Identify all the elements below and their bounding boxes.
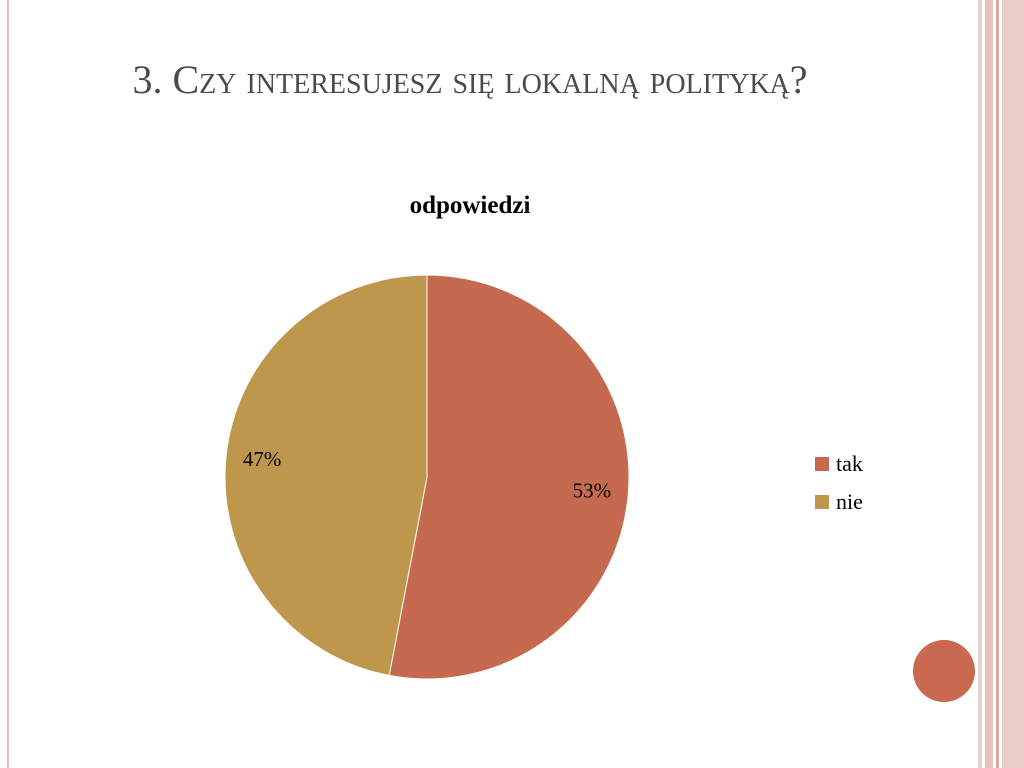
legend-item-nie: nie	[815, 483, 863, 521]
data-label-nie: 47%	[243, 447, 282, 471]
legend-label-tak: tak	[836, 451, 863, 476]
data-label-tak: 53%	[573, 478, 612, 502]
right-decorative-border	[978, 0, 1024, 768]
pie-slice-tak	[388, 274, 630, 680]
left-border-rule	[7, 0, 9, 768]
pie-slice-nie	[224, 274, 428, 677]
chart-title: odpowiedzi	[409, 192, 531, 219]
slide-title: 3. Czy interesujesz się lokalną polityką…	[132, 57, 808, 102]
legend-label-nie: nie	[836, 489, 863, 514]
legend-swatch-tak	[815, 457, 829, 471]
legend-item-tak: tak	[815, 445, 863, 483]
chart-legend: tak nie	[815, 445, 863, 521]
decorative-circle	[913, 640, 975, 702]
legend-swatch-nie	[815, 495, 829, 509]
